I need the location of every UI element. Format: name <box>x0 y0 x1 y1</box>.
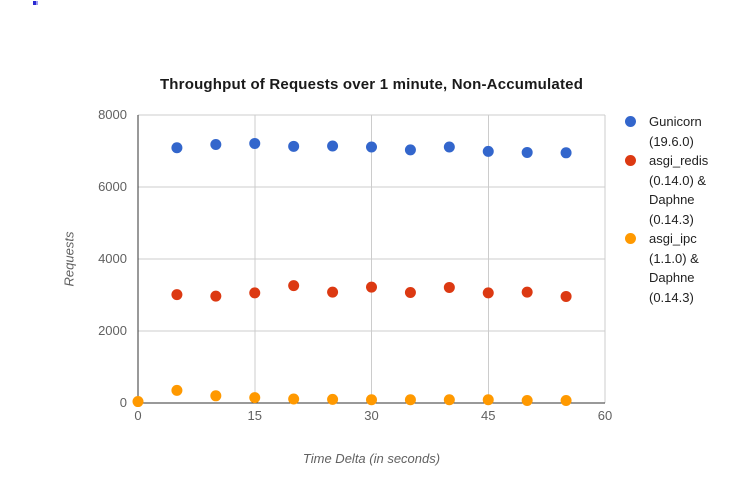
data-point <box>482 394 494 406</box>
legend-item[interactable]: asgi_redis (0.14.0) & Daphne (0.14.3) <box>625 151 725 229</box>
chart-title: Throughput of Requests over 1 minute, No… <box>159 76 584 93</box>
data-point <box>560 290 572 302</box>
data-point <box>521 286 533 298</box>
legend-label-line: (19.6.0) <box>649 133 694 149</box>
data-point <box>327 393 339 405</box>
legend-label-line: asgi_ipc <box>649 231 697 246</box>
legend-label-line: (0.14.3) <box>649 289 694 305</box>
cursor-artifact <box>33 1 38 5</box>
data-point <box>132 396 144 408</box>
data-point <box>404 144 416 156</box>
data-point <box>521 394 533 406</box>
chart-legend: Gunicorn (19.6.0) asgi_redis (0.14.0) & Daph… <box>625 112 725 307</box>
data-point <box>404 394 416 406</box>
legend-label-line: (0.14.0) & <box>649 172 707 188</box>
data-point <box>560 394 572 406</box>
legend-label: asgi_ipc (1.1.0) & Daphne (0.14.3) <box>649 229 699 307</box>
legend-label: asgi_redis (0.14.0) & Daphne (0.14.3) <box>649 151 708 229</box>
data-point <box>443 141 455 153</box>
data-point <box>210 390 222 402</box>
series-dot-icon <box>625 155 636 166</box>
data-point <box>210 139 222 151</box>
data-point <box>366 394 377 406</box>
data-point <box>366 141 377 153</box>
legend-label-line: (1.1.0) & <box>649 250 699 266</box>
data-point <box>482 287 494 299</box>
x-tick-label: 15 <box>247 408 262 423</box>
y-tick-label: 4000 <box>98 251 127 266</box>
data-point <box>171 289 183 301</box>
y-axis-title: Requests <box>61 231 77 287</box>
data-point <box>327 286 339 298</box>
legend-label-line: Gunicorn <box>649 114 702 129</box>
data-point <box>210 290 222 302</box>
data-point <box>288 140 300 152</box>
data-point <box>249 392 261 404</box>
x-tick-label: 60 <box>597 408 613 423</box>
y-tick-label: 0 <box>119 395 127 410</box>
legend-item[interactable]: Gunicorn (19.6.0) <box>625 112 725 151</box>
legend-label-line: (0.14.3) <box>649 211 694 227</box>
legend-label: Gunicorn (19.6.0) <box>649 112 702 151</box>
x-tick-label: 45 <box>481 408 496 423</box>
x-tick-label: 0 <box>134 408 142 423</box>
x-tick-label: 30 <box>364 408 379 423</box>
data-point <box>443 394 455 406</box>
legend-label-line: Daphne <box>649 192 695 207</box>
data-point <box>366 281 377 293</box>
y-tick-label: 2000 <box>98 323 127 338</box>
data-point <box>288 393 300 405</box>
legend-item[interactable]: asgi_ipc (1.1.0) & Daphne (0.14.3) <box>625 229 725 307</box>
series-dot-icon <box>625 116 636 127</box>
data-point <box>482 145 494 157</box>
x-axis-title: Time Delta (in seconds) <box>302 451 441 466</box>
data-point <box>327 140 339 152</box>
data-point <box>249 287 261 299</box>
data-point <box>249 137 261 149</box>
y-tick-label: 8000 <box>98 107 127 122</box>
data-point <box>443 281 455 293</box>
data-point <box>521 146 533 158</box>
data-point <box>171 142 183 154</box>
y-tick-label: 6000 <box>98 179 127 194</box>
series-dot-icon <box>625 233 636 244</box>
data-point <box>288 280 300 292</box>
legend-label-line: Daphne <box>649 270 695 285</box>
data-point <box>171 384 183 396</box>
legend-label-line: asgi_redis <box>649 153 709 168</box>
data-point <box>404 286 416 298</box>
data-point <box>560 147 572 159</box>
